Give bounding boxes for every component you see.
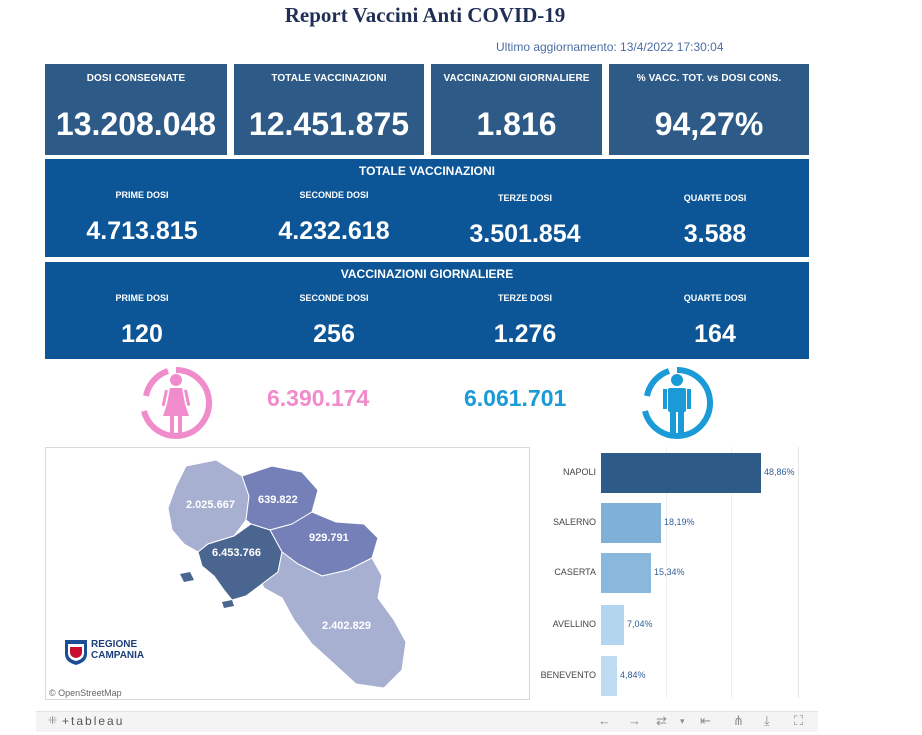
bar-row-benevento[interactable]: BENEVENTO 4,84% [536,656,798,696]
panel-title: TOTALE VACCINAZIONI [359,164,495,178]
bar-value-label: 4,84% [620,670,646,680]
regione-campania-logo-icon [65,640,87,665]
tableau-logo-icon: ⁜ [48,715,58,727]
kpi-vaccinazioni-giornaliere: VACCINAZIONI GIORNALIERE 1.816 [431,64,602,155]
giornaliere-terze-dosi: TERZE DOSI 1.276 [430,293,620,349]
tableau-toolbar: ⁜ +tableau ← → ⇄ ▾ ⇤ ⋔ ⤓ ⛶ [36,711,818,732]
bar-row-salerno[interactable]: SALERNO 18,19% [536,503,798,543]
cell-value: 256 [313,320,355,348]
kpi-label: TOTALE VACCINAZIONI [271,73,387,84]
kpi-value: 94,27% [654,106,764,142]
map-label-napoli: 6.453.766 [212,547,261,559]
cell-value: 3.588 [683,220,747,248]
province-salerno[interactable] [261,551,407,689]
cell-label: TERZE DOSI [497,193,552,203]
bar-label: AVELLINO [552,619,596,629]
bar-row-caserta[interactable]: CASERTA 15,34% [536,553,798,593]
kpi-value: 1.816 [476,106,557,142]
kpi-label: % VACC. TOT. vs DOSI CONS. [636,73,782,84]
reset-icon[interactable]: ⇤ [700,713,711,728]
bar[interactable] [601,553,651,593]
logo-line-2: CAMPANIA [91,650,145,661]
revert-icon[interactable]: ⇄ [656,713,667,728]
kpi-value: 13.208.048 [55,106,217,142]
bar-value-label: 48,86% [764,467,795,477]
totale-quarte-dosi: QUARTE DOSI 3.588 [620,193,810,249]
cell-label: QUARTE DOSI [683,293,747,303]
bar[interactable] [601,656,617,696]
cell-value: 1.276 [493,320,557,348]
download-icon[interactable]: ⤓ [764,713,770,728]
cell-label: TERZE DOSI [497,293,552,303]
vaccinazioni-giornaliere-panel: VACCINAZIONI GIORNALIERE PRIME DOSI 120 … [45,262,809,359]
bar[interactable] [601,503,661,543]
cell-label: SECONDE DOSI [299,190,369,200]
bar-value-label: 18,19% [664,517,695,527]
bar-row-napoli[interactable]: NAPOLI 48,86% [536,453,798,493]
giornaliere-seconde-dosi: SECONDE DOSI 256 [239,293,429,349]
map-label-avellino: 929.791 [309,532,349,544]
share-icon[interactable]: ⋔ [733,713,744,728]
map-label-salerno: 2.402.829 [322,620,371,632]
bar[interactable] [601,453,761,493]
bar-label: SALERNO [552,517,596,527]
male-count: 6.061.701 [464,385,567,411]
fullscreen-icon[interactable]: ⛶ [794,713,804,728]
last-updated: Ultimo aggiornamento: 13/4/2022 17:30:04 [496,40,724,54]
bar-label: NAPOLI [562,467,596,477]
revert-dropdown-icon[interactable]: ▾ [680,716,685,726]
giornaliere-prime-dosi: PRIME DOSI 120 [47,293,237,349]
cell-label: PRIME DOSI [115,293,169,303]
bar-value-label: 7,04% [627,619,653,629]
regione-campania-logo-text: REGIONE CAMPANIA [91,639,144,661]
kpi-value: 12.451.875 [248,106,410,142]
totale-prime-dosi: PRIME DOSI 4.713.815 [47,190,237,246]
bar-label: BENEVENTO [540,670,596,680]
cell-label: SECONDE DOSI [299,293,369,303]
redo-icon[interactable]: → [628,713,641,728]
cell-value: 120 [121,320,163,348]
gridline [666,447,667,698]
map-label-benevento: 639.822 [258,494,298,506]
island-capri [222,600,234,608]
undo-icon[interactable]: ← [598,713,611,728]
bar-label: CASERTA [554,567,596,577]
tableau-brand[interactable]: +tableau [62,714,125,728]
female-count: 6.390.174 [267,385,370,411]
kpi-dosi-consegnate: DOSI CONSEGNATE 13.208.048 [45,64,227,155]
totale-vaccinazioni-panel: TOTALE VACCINAZIONI PRIME DOSI 4.713.815… [45,159,809,257]
gridline [731,447,732,698]
kpi-label: DOSI CONSEGNATE [86,73,186,84]
island-ischia [180,572,194,582]
giornaliere-quarte-dosi: QUARTE DOSI 164 [620,293,810,349]
cell-label: PRIME DOSI [115,190,169,200]
cell-label: QUARTE DOSI [683,193,747,203]
kpi-totale-vaccinazioni: TOTALE VACCINAZIONI 12.451.875 [234,64,424,155]
cell-value: 3.501.854 [469,220,581,248]
page-title: Report Vaccini Anti COVID-19 [284,3,566,27]
campania-map[interactable]: 2.025.667 639.822 929.791 6.453.766 2.40… [45,447,530,700]
logo-line-1: REGIONE [91,639,138,650]
bar[interactable] [601,605,624,645]
cell-value: 4.713.815 [86,217,198,245]
totale-seconde-dosi: SECONDE DOSI 4.232.618 [239,190,429,246]
male-icon [642,367,714,439]
totale-terze-dosi: TERZE DOSI 3.501.854 [430,193,620,249]
bar-row-avellino[interactable]: AVELLINO 7,04% [536,605,798,645]
bar-value-label: 15,34% [654,567,685,577]
cell-value: 4.232.618 [278,217,390,245]
kpi-percentuale: % VACC. TOT. vs DOSI CONS. 94,27% [609,64,809,155]
female-icon [141,367,213,439]
cell-value: 164 [694,320,736,348]
province-bar-chart: NAPOLI 48,86% SALERNO 18,19% CASERTA 15,34% AV… [536,447,799,698]
map-label-caserta: 2.025.667 [186,499,235,511]
panel-title: VACCINAZIONI GIORNALIERE [340,267,514,281]
kpi-label: VACCINAZIONI GIORNALIERE [443,73,590,84]
province-map-svg: 2.025.667 639.822 929.791 6.453.766 2.40… [167,459,407,689]
map-attribution[interactable]: © OpenStreetMap [49,688,122,698]
